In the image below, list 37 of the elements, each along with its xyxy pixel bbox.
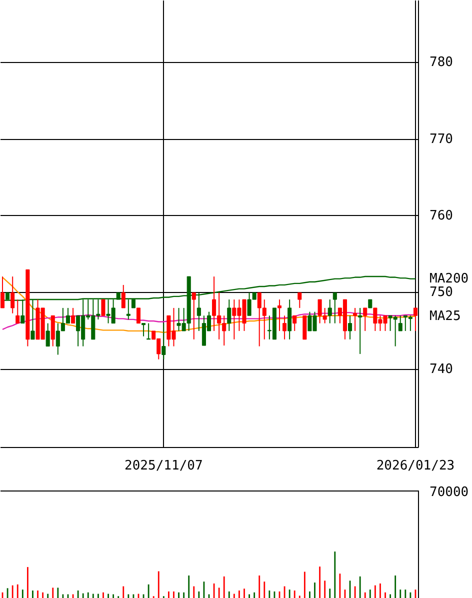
y-tick-label: 750: [430, 285, 453, 300]
candlestick: [136, 307, 141, 324]
candlestick: [328, 299, 332, 324]
candlestick: [46, 322, 50, 347]
candlestick: [398, 315, 402, 332]
candlestick: [348, 315, 352, 340]
candlestick: [353, 307, 358, 332]
candlestick: [332, 292, 337, 324]
candlestick: [162, 322, 166, 360]
candlestick: [302, 315, 307, 340]
candlestick: [50, 315, 55, 347]
candlestick: [358, 307, 362, 354]
series-label: MA25: [430, 308, 461, 324]
candlestick: [413, 307, 418, 332]
candlestick: [192, 292, 196, 340]
candlestick: [71, 307, 76, 324]
series-label: MA200: [430, 271, 469, 286]
x-tick-label: 2026/01/23: [376, 458, 455, 474]
x-tick-label: 2025/11/07: [124, 458, 203, 474]
candlestick: [277, 299, 282, 332]
y-tick-label: 770: [430, 132, 453, 147]
candlestick: [16, 299, 20, 324]
candlestick: [10, 276, 15, 314]
candlestick: [298, 292, 302, 308]
candlestick: [288, 299, 292, 340]
text: 70000: [430, 485, 469, 500]
candlestick: [0, 276, 5, 308]
candlestick: [363, 307, 368, 332]
candlestick: [292, 315, 297, 332]
candlestick: [282, 315, 287, 340]
y-tick-label: 760: [430, 208, 453, 224]
candlestick: [227, 299, 232, 332]
candlestick: [142, 322, 146, 337]
y-tick-label: 740: [430, 362, 453, 377]
candlestick: [101, 299, 106, 316]
y-tick-label: 780: [430, 55, 453, 70]
candlestick: [121, 284, 126, 308]
